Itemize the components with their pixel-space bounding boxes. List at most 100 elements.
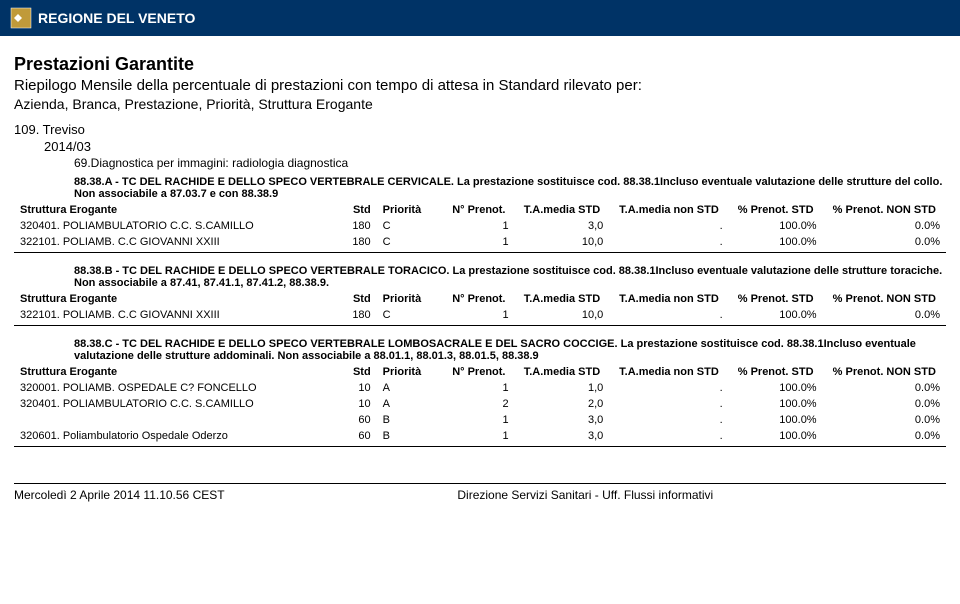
column-header: T.A.media STD	[515, 291, 610, 307]
azienda-line: 109. Treviso	[14, 122, 946, 137]
region-logo: REGIONE DEL VENETO	[10, 7, 195, 29]
cell: 1	[443, 218, 515, 234]
branca-line: 69.Diagnostica per immagini: radiologia …	[74, 156, 946, 170]
column-header: Struttura Erogante	[14, 364, 326, 380]
cell: 0.0%	[823, 412, 946, 428]
cell: A	[377, 396, 443, 412]
cell: 10	[326, 396, 376, 412]
cell: .	[609, 396, 728, 412]
main-title: Prestazioni Garantite	[14, 54, 946, 75]
column-header: % Prenot. STD	[729, 291, 823, 307]
column-header: N° Prenot.	[443, 202, 515, 218]
cell: 3,0	[515, 218, 610, 234]
cell: .	[609, 218, 728, 234]
cell: 320001. POLIAMB. OSPEDALE C? FONCELLO	[14, 380, 326, 396]
cell: .	[609, 307, 728, 323]
cell: 322101. POLIAMB. C.C GIOVANNI XXIII	[14, 307, 326, 323]
cell: 2	[443, 396, 515, 412]
cell: 100.0%	[729, 234, 823, 250]
cell: 0.0%	[823, 307, 946, 323]
section-description: 88.38.A - TC DEL RACHIDE E DELLO SPECO V…	[74, 176, 946, 200]
footer-timestamp: Mercoledì 2 Aprile 2014 11.10.56 CEST	[14, 488, 225, 502]
table-row: 320001. POLIAMB. OSPEDALE C? FONCELLO10A…	[14, 380, 946, 396]
cell: .	[609, 234, 728, 250]
cell: 100.0%	[729, 380, 823, 396]
periodo-line: 2014/03	[44, 139, 946, 154]
cell: 10,0	[515, 307, 610, 323]
table-row: 320401. POLIAMBULATORIO C.C. S.CAMILLO18…	[14, 218, 946, 234]
footer-office: Direzione Servizi Sanitari - Uff. Flussi…	[457, 488, 713, 502]
cell: 100.0%	[729, 396, 823, 412]
cell: A	[377, 380, 443, 396]
cell: 320401. POLIAMBULATORIO C.C. S.CAMILLO	[14, 218, 326, 234]
cell: 1	[443, 234, 515, 250]
column-header: Std	[326, 202, 376, 218]
table-row: 320401. POLIAMBULATORIO C.C. S.CAMILLO10…	[14, 396, 946, 412]
cell: 1	[443, 307, 515, 323]
column-header: Priorità	[377, 291, 443, 307]
cell: B	[377, 412, 443, 428]
cell: 320601. Poliambulatorio Ospedale Oderzo	[14, 428, 326, 444]
cell: 320401. POLIAMBULATORIO C.C. S.CAMILLO	[14, 396, 326, 412]
column-header: % Prenot. NON STD	[823, 202, 946, 218]
cell	[14, 412, 326, 428]
table-row: 322101. POLIAMB. C.C GIOVANNI XXIII180C1…	[14, 307, 946, 323]
cell: C	[377, 234, 443, 250]
section-block: 88.38.A - TC DEL RACHIDE E DELLO SPECO V…	[14, 176, 946, 253]
cell: 180	[326, 234, 376, 250]
cell: 1	[443, 412, 515, 428]
cell: 0.0%	[823, 428, 946, 444]
column-header: N° Prenot.	[443, 291, 515, 307]
data-table: Struttura EroganteStdPrioritàN° Prenot.T…	[14, 291, 946, 323]
cell: C	[377, 307, 443, 323]
section-block: 88.38.C - TC DEL RACHIDE E DELLO SPECO V…	[14, 338, 946, 447]
page-footer: Mercoledì 2 Aprile 2014 11.10.56 CEST Di…	[14, 483, 946, 502]
column-header: Struttura Erogante	[14, 291, 326, 307]
cell: 3,0	[515, 412, 610, 428]
section-block: 88.38.B - TC DEL RACHIDE E DELLO SPECO V…	[14, 265, 946, 326]
column-header: % Prenot. NON STD	[823, 364, 946, 380]
region-name: REGIONE DEL VENETO	[38, 10, 195, 26]
column-header: T.A.media non STD	[609, 364, 728, 380]
cell: 2,0	[515, 396, 610, 412]
cell: 322101. POLIAMB. C.C GIOVANNI XXIII	[14, 234, 326, 250]
column-header: % Prenot. STD	[729, 202, 823, 218]
cell: 180	[326, 218, 376, 234]
data-table: Struttura EroganteStdPrioritàN° Prenot.T…	[14, 202, 946, 250]
cell: 1	[443, 428, 515, 444]
subtitle-detail: Azienda, Branca, Prestazione, Priorità, …	[14, 96, 946, 112]
cell: 0.0%	[823, 218, 946, 234]
column-header: Priorità	[377, 364, 443, 380]
section-description: 88.38.B - TC DEL RACHIDE E DELLO SPECO V…	[74, 265, 946, 289]
cell: B	[377, 428, 443, 444]
column-header: N° Prenot.	[443, 364, 515, 380]
column-header: % Prenot. STD	[729, 364, 823, 380]
cell: 100.0%	[729, 412, 823, 428]
cell: 100.0%	[729, 307, 823, 323]
region-header: REGIONE DEL VENETO	[0, 0, 960, 36]
cell: 100.0%	[729, 218, 823, 234]
cell: C	[377, 218, 443, 234]
data-table: Struttura EroganteStdPrioritàN° Prenot.T…	[14, 364, 946, 444]
cell: 0.0%	[823, 396, 946, 412]
column-header: Std	[326, 364, 376, 380]
cell: 100.0%	[729, 428, 823, 444]
column-header: T.A.media STD	[515, 364, 610, 380]
cell: 3,0	[515, 428, 610, 444]
column-header: % Prenot. NON STD	[823, 291, 946, 307]
cell: 60	[326, 428, 376, 444]
column-header: Std	[326, 291, 376, 307]
subtitle: Riepilogo Mensile della percentuale di p…	[14, 77, 946, 94]
table-row: 322101. POLIAMB. C.C GIOVANNI XXIII180C1…	[14, 234, 946, 250]
page-content: Prestazioni Garantite Riepilogo Mensile …	[0, 36, 960, 463]
cell: .	[609, 380, 728, 396]
cell: 10,0	[515, 234, 610, 250]
cell: 1,0	[515, 380, 610, 396]
cell: 180	[326, 307, 376, 323]
cell: 0.0%	[823, 234, 946, 250]
lion-icon	[10, 7, 32, 29]
table-row: 320601. Poliambulatorio Ospedale Oderzo6…	[14, 428, 946, 444]
cell: 0.0%	[823, 380, 946, 396]
column-header: Struttura Erogante	[14, 202, 326, 218]
column-header: T.A.media non STD	[609, 291, 728, 307]
